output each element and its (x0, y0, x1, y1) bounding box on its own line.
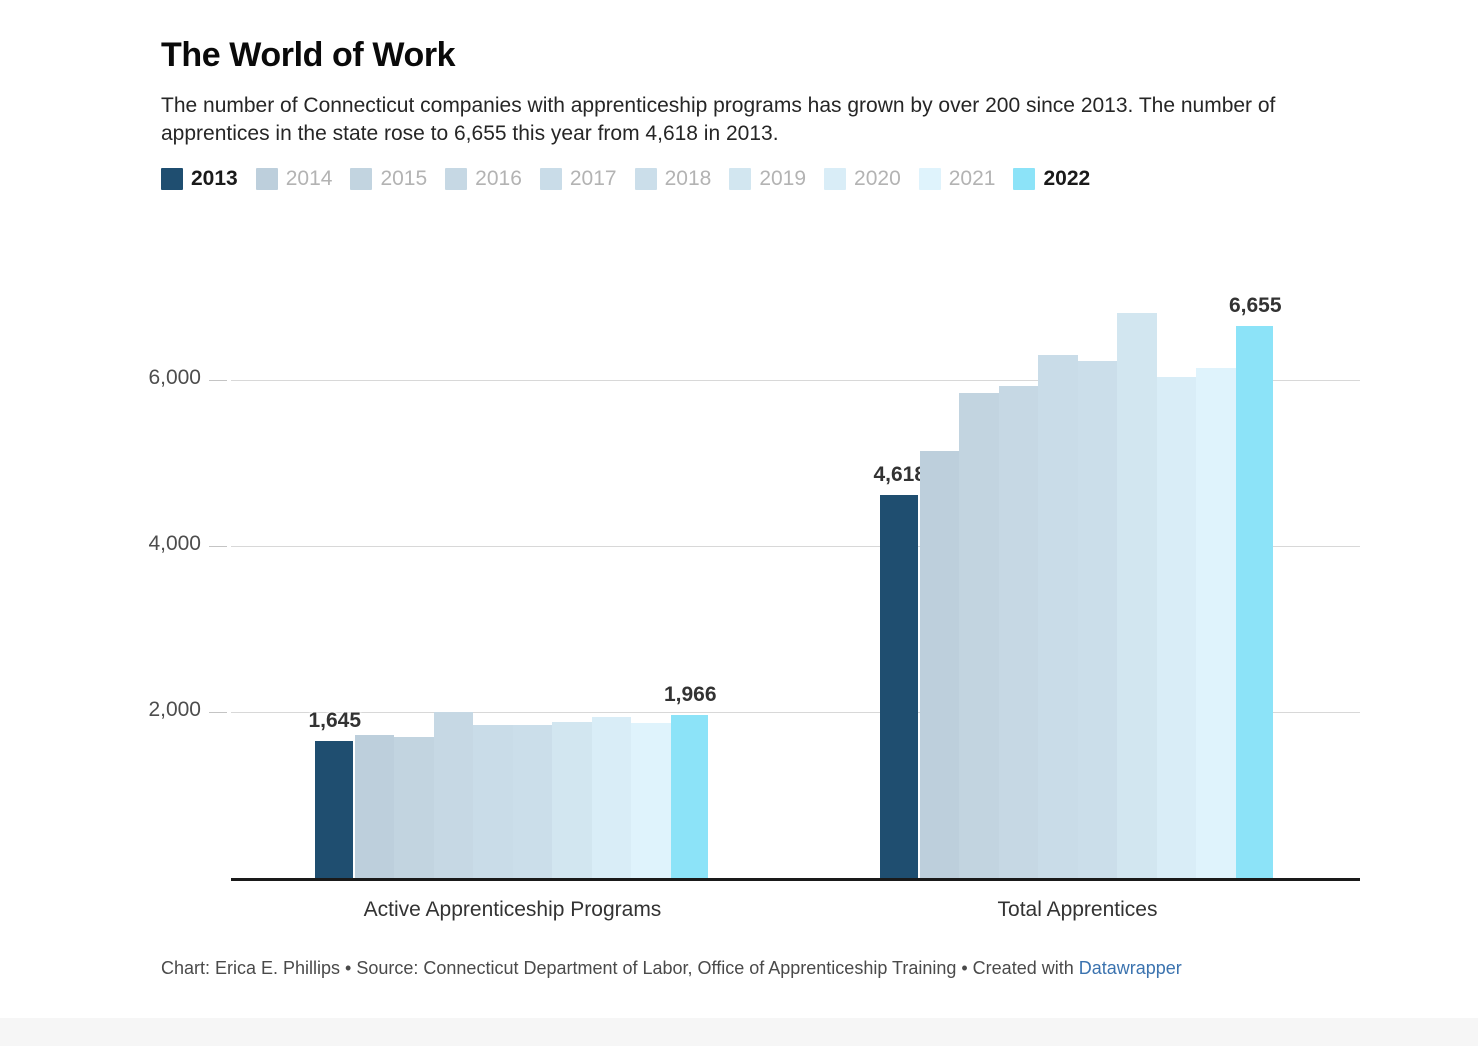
bar-2018[interactable] (1077, 360, 1117, 878)
bar-value-label: 6,655 (1228, 293, 1282, 317)
bar-value-label: 1,645 (308, 709, 362, 733)
y-axis-tick-label: 4,000 (148, 531, 201, 555)
legend-item-2021[interactable]: 2021 (918, 166, 996, 191)
x-axis-label-1: Total Apprentices (997, 898, 1158, 921)
legend-item-2013[interactable]: 2013 (161, 167, 238, 191)
legend-label: 2022 (1043, 166, 1091, 190)
chart-footer: Chart: Erica E. Phillips • Source: Conne… (161, 955, 1341, 981)
legend-swatch-icon (255, 167, 278, 190)
bar-2013[interactable] (315, 741, 353, 878)
y-axis-tick-mark (209, 711, 227, 713)
chart-plot-area: 2,000 4,000 6,000 1,645 1,966 4,618 6,655 Acti… (0, 262, 1478, 922)
legend-swatch-icon (729, 167, 752, 190)
chart-description: The number of Connecticut companies with… (161, 94, 1276, 146)
legend-item-2018[interactable]: 2018 (634, 166, 712, 191)
legend-label: 2014 (285, 166, 333, 190)
legend-item-2020[interactable]: 2020 (824, 167, 901, 191)
bar-2014[interactable] (919, 451, 959, 878)
plot-canvas: 2,000 4,000 6,000 1,645 1,966 4,618 6,655 (148, 262, 1360, 879)
legend-label: 2015 (380, 166, 428, 190)
y-axis-tick-mark (209, 545, 227, 547)
footer-credit: Chart: Erica E. Phillips • Source: Conne… (161, 958, 1079, 978)
legend-swatch-icon (918, 167, 941, 190)
bar-2022[interactable] (670, 714, 708, 878)
legend-swatch-icon (350, 167, 373, 190)
bar-2015[interactable] (394, 737, 434, 878)
bar-group-0: 1,645 1,966 (308, 262, 717, 878)
legend-label: 2017 (569, 166, 617, 190)
bar-2019[interactable] (552, 722, 592, 878)
legend-label: 2016 (475, 166, 522, 190)
gridline (231, 379, 1360, 381)
bar-2015[interactable] (959, 393, 999, 878)
legend-swatch-icon (634, 167, 657, 190)
legend-label: 2020 (854, 166, 901, 190)
legend-swatch-icon (445, 167, 468, 190)
legend-item-2015[interactable]: 2015 (350, 167, 427, 191)
bar-2016[interactable] (998, 385, 1038, 878)
legend-swatch-icon (539, 167, 562, 190)
page-bottom-strip (0, 1018, 1478, 1046)
bar-2018[interactable] (512, 725, 552, 878)
bar-2022[interactable] (1235, 325, 1273, 878)
legend-label: 2018 (664, 166, 712, 190)
legend-item-2019[interactable]: 2019 (729, 167, 806, 191)
datawrapper-link[interactable]: Datawrapper (1078, 958, 1182, 978)
bar-2014[interactable] (354, 735, 394, 878)
bar-value-label: 4,618 (873, 462, 927, 486)
x-axis-line (231, 878, 1360, 881)
legend-swatch-icon (824, 167, 847, 190)
page-title: The World of Work (161, 36, 456, 74)
legend-swatch-icon (1013, 167, 1036, 190)
page-top-strip (0, 0, 1478, 8)
legend-label: 2021 (948, 166, 996, 190)
chart-header: The World of Work The number of Connecti… (161, 36, 1361, 191)
legend-item-2022[interactable]: 2022 (1013, 167, 1090, 191)
bar-2013[interactable] (880, 494, 918, 878)
gridline (231, 711, 1360, 713)
legend-label: 2013 (191, 166, 238, 190)
y-axis-tick-label: 6,000 (148, 365, 201, 389)
legend-label: 2019 (759, 166, 807, 190)
chart-legend: 2013 2014 2015 2016 2017 2018 2019 2020 2021 2022 (161, 167, 1361, 191)
legend-swatch-icon (161, 167, 183, 190)
gridline (231, 545, 1360, 547)
legend-item-2016[interactable]: 2016 (445, 167, 522, 191)
bar-2020[interactable] (591, 717, 631, 878)
legend-item-2014[interactable]: 2014 (255, 166, 333, 191)
legend-item-2017[interactable]: 2017 (539, 166, 617, 191)
bar-2021[interactable] (1196, 368, 1236, 878)
bar-2021[interactable] (631, 723, 671, 878)
bar-2017[interactable] (473, 725, 513, 878)
y-axis-tick-label: 2,000 (148, 697, 201, 721)
bar-value-label: 1,966 (663, 682, 717, 706)
bar-2020[interactable] (1156, 376, 1196, 878)
y-axis-tick-mark (209, 379, 227, 381)
x-axis-label-0: Active Apprenticeship Programs (363, 898, 662, 921)
bar-2017[interactable] (1038, 354, 1078, 878)
bar-2019[interactable] (1117, 313, 1157, 878)
bar-2016[interactable] (433, 711, 473, 878)
bar-group-1: 4,618 6,655 (873, 262, 1282, 878)
